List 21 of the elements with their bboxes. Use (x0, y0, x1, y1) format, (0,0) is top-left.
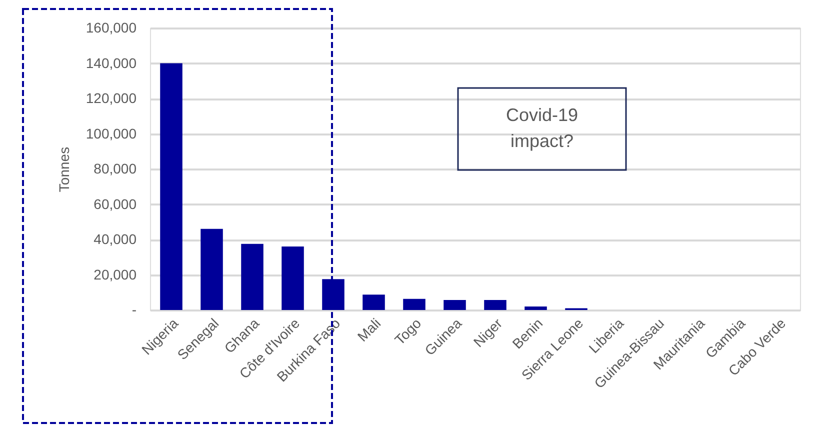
bar (160, 63, 182, 310)
y-tick-label: 100,000 (86, 125, 137, 142)
y-tick-label: 60,000 (94, 196, 137, 212)
bar (524, 306, 547, 310)
bar (484, 300, 506, 310)
bar (362, 294, 385, 310)
annotation: Covid-19 impact? (506, 105, 578, 151)
y-tick-label: 120,000 (86, 90, 137, 106)
y-tick-label: 40,000 (94, 231, 137, 247)
bar (282, 246, 304, 310)
y-tick-label: 140,000 (86, 54, 137, 71)
bar (241, 244, 264, 310)
y-tick-label: - (132, 302, 137, 318)
bar (200, 228, 223, 310)
x-tick-label: Togo (391, 314, 424, 348)
y-tick-label: 20,000 (94, 266, 137, 282)
bar (444, 300, 466, 310)
y-tick-label: 80,000 (94, 160, 137, 176)
y-axis-title: Tonnes (56, 146, 72, 192)
y-tick-label: 160,000 (86, 20, 137, 36)
bar (403, 298, 426, 310)
